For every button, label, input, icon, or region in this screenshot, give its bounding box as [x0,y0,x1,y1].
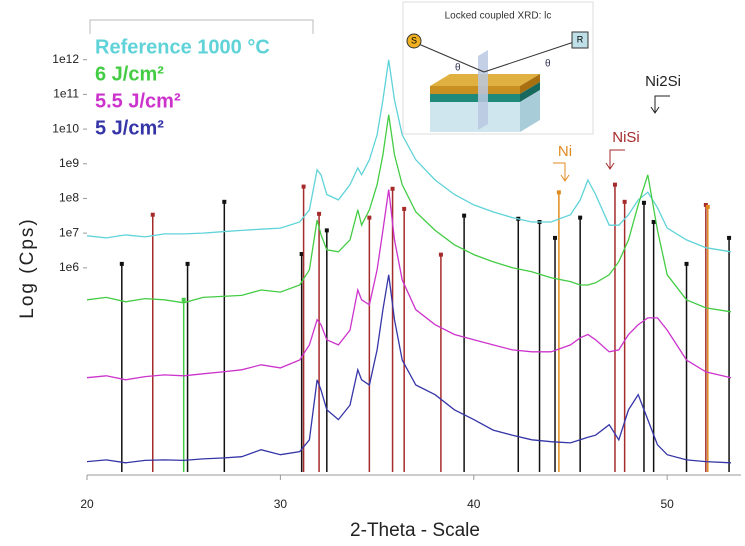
reference-marker [578,215,583,220]
layer [430,94,520,102]
reference-marker [324,228,329,233]
layer [520,74,540,94]
plane [478,50,488,130]
reference-marker [705,204,710,209]
layer [520,82,540,102]
x-tick-label: 40 [467,497,481,511]
reference-marker [367,215,372,220]
x-tick-label: 30 [274,497,288,511]
reference-marker [301,184,306,189]
theta: θ [455,63,461,74]
legend-label: 5.5 J/cm² [95,90,181,112]
inset-title: Locked coupled XRD: lc [445,11,552,22]
data-line [86,114,732,313]
frame [89,19,314,34]
x-axis-label: 2-Theta - Scale [350,520,480,541]
reference-marker [612,182,617,187]
reference-marker [684,261,689,266]
data-line [86,274,732,464]
reference-marker [150,212,155,217]
reference-marker [181,297,186,302]
reference-marker [438,252,443,257]
y-tick-label: 1e6 [59,260,79,274]
legend-label: 6 J/cm² [95,63,164,85]
legend-label: 5 J/cm² [95,117,164,139]
annotation: Ni [558,143,572,160]
arrow [650,95,670,114]
y-tick-label: 1e12 [52,52,79,66]
reference-marker [556,190,561,195]
beam [483,41,575,73]
y-tick-label: 1e10 [52,121,79,135]
y-tick-label: 1e9 [59,156,79,170]
arrow [553,162,570,182]
data-line [86,59,732,253]
detector [571,31,589,49]
reference-marker [727,235,732,240]
reference-marker [222,199,227,204]
source [406,33,422,49]
reference-marker [299,252,304,257]
y-tick-label: 1e7 [59,225,79,239]
reference-marker [622,199,627,204]
source-label: S [411,35,417,45]
reference-marker [119,261,124,266]
reference-marker [651,219,656,224]
reference-marker [553,235,558,240]
reference-marker [402,206,407,211]
data-line [86,189,732,381]
detector-label: R [577,34,584,44]
x-tick-label: 50 [661,497,675,511]
reference-marker [462,213,467,218]
arrow [605,149,625,170]
y-tick-label: 1e8 [59,191,79,205]
substrate [430,102,520,132]
legend-label: Reference 1000 °C [95,36,270,58]
inset: Locked coupled XRD: lc S R θ θ [402,1,594,135]
reference-marker [185,261,190,266]
beam [413,41,485,73]
reference-marker [317,211,322,216]
layer [430,86,520,94]
y-axis-label: Log (Cps) [17,217,38,318]
x-tick-label: 20 [80,497,94,511]
theta: θ [545,59,551,70]
y-tick-label: 1e11 [53,87,79,101]
reference-marker [641,200,646,205]
annotation: Ni2Si [645,73,681,90]
substrate [520,90,540,132]
annotation: NiSi [612,129,640,146]
reference-marker [390,186,395,191]
